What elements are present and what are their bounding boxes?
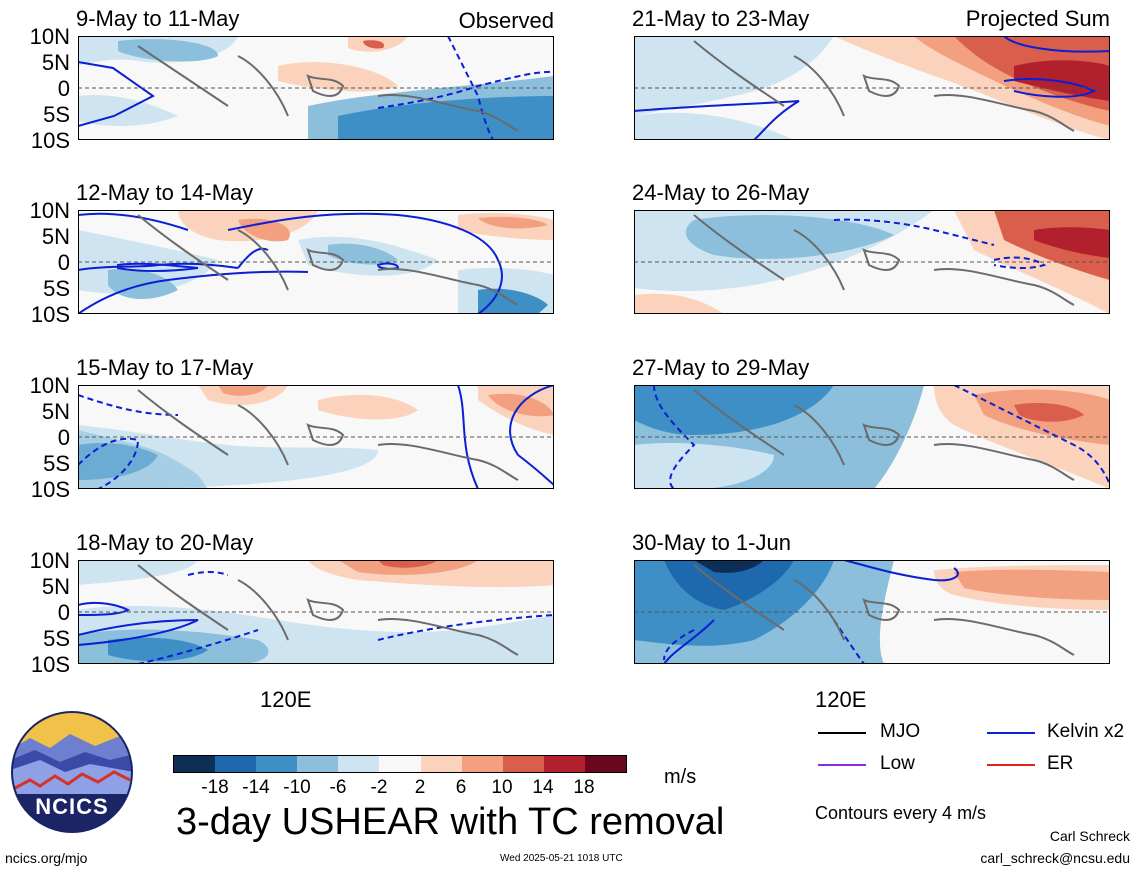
colorbar [173,755,627,773]
colorbar-tick: -2 [370,777,388,798]
legend-line-er [987,764,1035,766]
lat-tick-label: 0 [57,425,70,450]
legend-line-kelvin [987,732,1035,734]
colorbar-tick: 18 [573,777,595,798]
figure-title: 3-day USHEAR with TC removal [176,801,725,843]
legend-label-kelvin: Kelvin x2 [1047,721,1125,742]
colorbar-tick: -18 [201,777,229,798]
lat-tick-label: 10N [29,198,70,223]
lat-tick-label: 10N [29,24,70,49]
lat-tick-label: 5N [41,224,70,249]
colorbar-swatch [215,756,257,772]
lat-tick-label: 5S [43,102,70,127]
lat-tick-label: 5S [43,451,70,476]
panel-title-right-2: 24-May to 26-May [632,180,810,205]
colorbar-swatch [543,756,585,772]
colorbar-swatch [174,756,216,772]
longitude-label-left: 120E [260,687,312,712]
panel-title-left-1: 9-May to 11-May [76,6,240,31]
lat-tick-label: 10S [30,128,70,153]
map-panel-right-3 [634,385,1110,489]
lat-tick-label: 5N [41,399,70,424]
colorbar-swatch [502,756,544,772]
longitude-label-right: 120E [815,687,867,712]
map-panel-left-4 [78,560,554,664]
map-panel-right-4 [634,560,1110,664]
colorbar-swatch [297,756,339,772]
lat-tick-label: 5N [41,574,70,599]
panel-title-right-3: 27-May to 29-May [632,355,810,380]
map-panel-left-1 [78,36,554,140]
colorbar-swatch [379,756,421,772]
colorbar-unit: m/s [664,766,697,788]
footer-url: ncics.org/mjo [5,850,88,866]
colorbar-tick: 14 [532,777,554,798]
logo-text: NCICS [35,794,109,819]
colorbar-tick: -10 [283,777,311,798]
observed-label: Observed [458,8,554,33]
lat-tick-label: 5S [43,276,70,301]
colorbar-tick: 6 [455,777,467,798]
panel-title-left-4: 18-May to 20-May [76,530,254,555]
lat-tick-label: 5S [43,626,70,651]
colorbar-swatch [461,756,503,772]
legend-line-mjo [818,732,866,734]
colorbar-swatch [256,756,298,772]
projected-sum-label: Projected Sum [965,6,1110,31]
panel-title-left-3: 15-May to 17-May [76,355,254,380]
panel-title-right-1: 21-May to 23-May [632,6,810,31]
lat-tick-label: 10S [30,652,70,677]
lat-tick-label: 10N [29,548,70,573]
colorbar-tick: -14 [242,777,270,798]
footer-email: carl_schreck@ncsu.edu [980,850,1130,866]
map-panel-left-3 [78,385,554,489]
legend-label-low: Low [880,753,915,774]
lat-tick-label: 0 [57,76,70,101]
map-panel-right-2 [634,210,1110,314]
colorbar-tick: 2 [414,777,426,798]
footer-author: Carl Schreck [1049,828,1130,844]
panel-title-right-4: 30-May to 1-Jun [632,530,791,555]
colorbar-swatch [584,756,627,772]
ncics-logo: NCICS [10,710,134,834]
legend-label-mjo: MJO [880,721,921,742]
lat-tick-label: 0 [57,250,70,275]
colorbar-tick: 10 [491,777,513,798]
legend-note: Contours every 4 m/s [815,803,987,823]
colorbar-swatch [338,756,380,772]
colorbar-tick: -6 [329,777,347,798]
colorbar-swatch [420,756,462,772]
footer-timestamp: Wed 2025-05-21 1018 UTC [500,853,623,864]
map-panel-left-2 [78,210,554,314]
legend-label-er: ER [1047,753,1074,774]
lat-tick-label: 10S [30,302,70,327]
lat-tick-label: 10N [29,373,70,398]
lat-tick-label: 5N [41,50,70,75]
lat-tick-label: 0 [57,600,70,625]
lat-tick-label: 10S [30,477,70,502]
legend-line-low [818,764,866,766]
map-panel-right-1 [634,36,1110,140]
panel-title-left-2: 12-May to 14-May [76,180,254,205]
